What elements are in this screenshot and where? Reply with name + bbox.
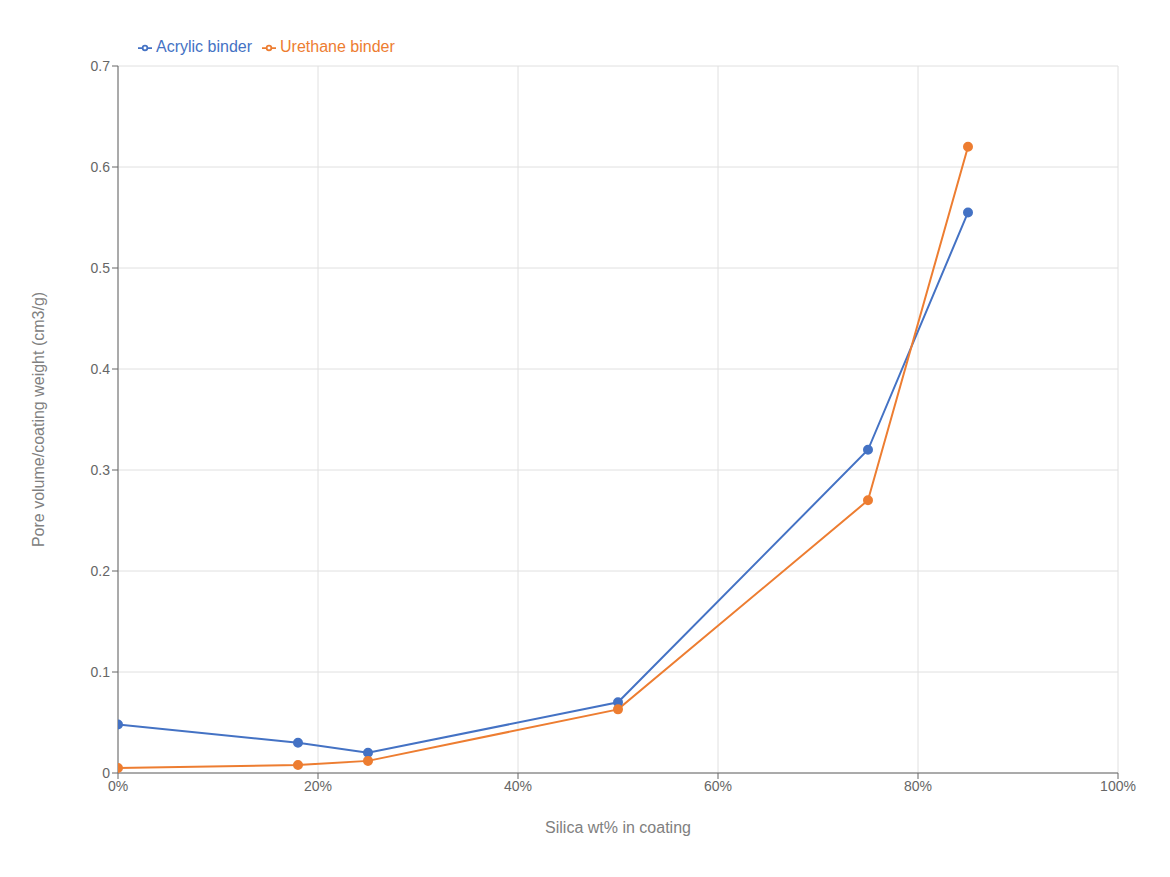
svg-text:0.7: 0.7 xyxy=(91,58,111,74)
svg-text:0.1: 0.1 xyxy=(91,664,111,680)
html-text:Acrylic binder: Acrylic binder xyxy=(156,38,252,55)
svg-text:0.4: 0.4 xyxy=(91,361,111,377)
svg-text:60%: 60% xyxy=(704,778,732,794)
svg-text:40%: 40% xyxy=(504,778,532,794)
svg-text:Pore volume/coating weight (cm: Pore volume/coating weight (cm3/g) xyxy=(30,292,47,547)
svg-text:100%: 100% xyxy=(1100,778,1136,794)
svg-text:20%: 20% xyxy=(304,778,332,794)
svg-text:0%: 0% xyxy=(108,778,128,794)
svg-text:80%: 80% xyxy=(904,778,932,794)
svg-text:0.5: 0.5 xyxy=(91,260,111,276)
svg-text:0.2: 0.2 xyxy=(91,563,111,579)
svg-text:0: 0 xyxy=(102,765,110,781)
html-text:Urethane binder: Urethane binder xyxy=(280,38,395,55)
svg-text:0.6: 0.6 xyxy=(91,159,111,175)
svg-text:0.3: 0.3 xyxy=(91,462,111,478)
svg-text:Silica wt% in coating: Silica wt% in coating xyxy=(545,819,691,836)
